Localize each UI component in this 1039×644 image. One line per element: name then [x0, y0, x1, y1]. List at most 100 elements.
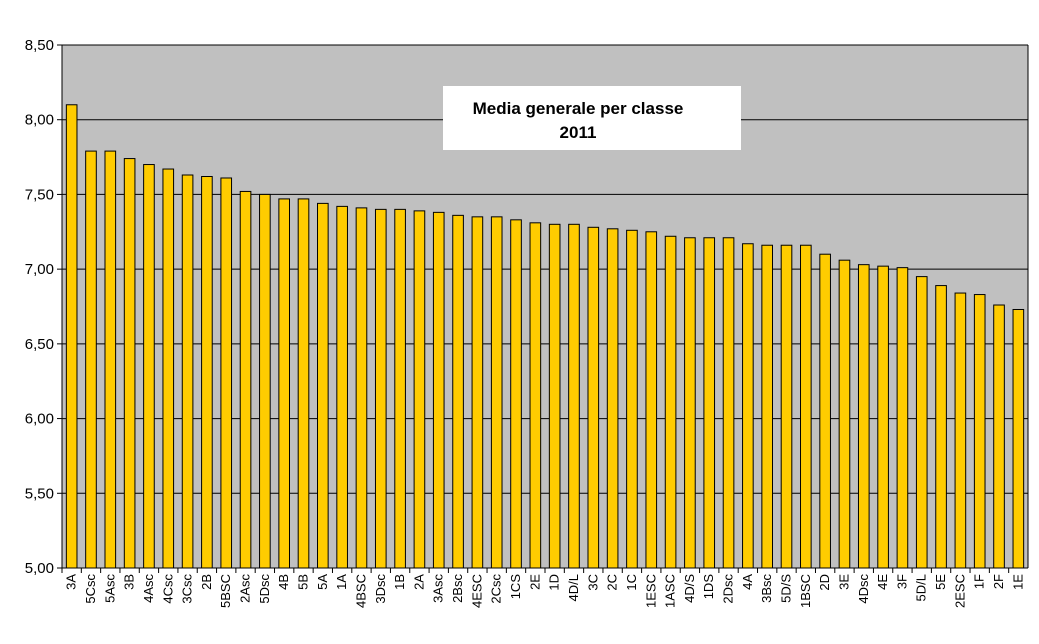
axes — [61, 45, 1029, 569]
x-tick-label: 3A — [64, 574, 79, 590]
bar-1a — [336, 205, 348, 569]
bar-1c — [626, 229, 638, 569]
x-tick-label: 3B — [122, 574, 137, 590]
bar-5bsc — [220, 177, 233, 569]
x-tick-label: 1F — [972, 574, 987, 589]
x-tick-label: 1DS — [701, 574, 716, 600]
bar-2f — [993, 304, 1005, 569]
bar-4csc — [162, 168, 175, 569]
x-tick-label: 2C — [605, 574, 620, 591]
bar-2dsc — [722, 237, 735, 569]
x-tick-label: 2Csc — [489, 574, 504, 604]
y-tick-labels: 5,00 5,50 6,00 6,50 7,00 7,50 8,00 8,50 — [25, 37, 54, 577]
x-tick-label: 1ESC — [643, 574, 658, 608]
chart-subtitle: 2011 — [560, 123, 597, 142]
bar-5dsc — [259, 193, 271, 569]
bar-5e — [935, 285, 947, 569]
x-tick-label: 2B — [199, 574, 214, 590]
x-tick-label: 4ESC — [469, 574, 484, 608]
bar-3c — [587, 226, 600, 569]
bar-3csc — [181, 174, 194, 569]
bar-1d — [548, 223, 561, 569]
y-tick-label: 7,00 — [25, 261, 54, 278]
x-tick-label: 2Dsc — [721, 574, 736, 604]
bar-4bsc — [355, 207, 368, 569]
y-tick-label: 6,50 — [25, 336, 54, 353]
bar-2a — [413, 210, 426, 569]
title-box-background — [443, 86, 741, 150]
x-tick-label: 2ESC — [952, 574, 967, 608]
bar-5d-l — [915, 276, 928, 569]
bar-4dsc — [857, 264, 870, 569]
x-tick-label: 3C — [585, 574, 600, 591]
x-tick-label: 4Dsc — [856, 574, 871, 604]
x-tick-label: 1B — [392, 574, 407, 590]
x-tick-label: 5Dsc — [257, 574, 272, 604]
bar-3b — [123, 158, 136, 569]
y-tick-label: 6,00 — [25, 411, 54, 428]
x-tick-label: 1ASC — [663, 574, 678, 608]
x-tick-label: 3Dsc — [373, 574, 388, 604]
x-tick-label: 4Asc — [141, 574, 156, 603]
x-tick-label: 3E — [836, 574, 851, 590]
y-tick-label: 7,50 — [25, 186, 54, 203]
bar-1b — [394, 208, 406, 569]
x-tick-label: 1CS — [508, 574, 523, 600]
x-tick-label: 1C — [624, 574, 639, 591]
bar-3asc — [432, 211, 445, 569]
bar-1cs — [510, 219, 522, 569]
x-tick-label: 5D/L — [914, 574, 929, 601]
bar-1f — [973, 294, 986, 569]
x-tick-label: 5D/S — [779, 574, 794, 603]
bar-3f — [896, 267, 909, 569]
x-tick-label: 4D/L — [566, 574, 581, 601]
bar-2esc — [954, 292, 967, 569]
bar-3dsc — [374, 208, 387, 569]
y-tick-label: 8,50 — [25, 37, 54, 54]
x-tick-label: 2Asc — [238, 574, 253, 603]
x-tick-label: 5B — [296, 574, 311, 590]
bar-5asc — [104, 150, 117, 569]
bar-4asc — [143, 164, 155, 569]
x-tick-label: 5E — [933, 574, 948, 590]
bar-5csc — [85, 150, 97, 569]
x-tick-label: 5BSC — [218, 574, 233, 608]
x-tick-label: 3Csc — [180, 574, 195, 604]
bar-4d-l — [568, 223, 580, 569]
bar-3e — [838, 259, 851, 569]
x-tick-label: 1D — [547, 574, 562, 591]
chart-title: Media generale per classe — [473, 99, 684, 118]
bar-4d-s — [684, 237, 696, 569]
bar-3bsc — [761, 244, 773, 569]
y-tick-label: 5,50 — [25, 485, 54, 502]
bar-5b — [297, 198, 310, 569]
bar-2c — [606, 228, 619, 569]
bar-1ds — [703, 237, 716, 569]
x-tick-label: 4Csc — [160, 574, 175, 604]
bars — [61, 104, 1025, 573]
x-tick-label: 4A — [740, 574, 755, 590]
bar-2asc — [239, 190, 252, 569]
bar-4e — [877, 265, 889, 569]
bar-1bsc — [800, 244, 812, 569]
x-tick-label: 3Bsc — [759, 574, 774, 603]
x-tick-label: 4D/S — [682, 574, 697, 603]
x-tick-label: 5Asc — [102, 574, 117, 603]
x-tick-label: 4E — [875, 574, 890, 590]
bar-3a — [65, 104, 78, 569]
x-tick-label: 2A — [411, 574, 426, 590]
x-tick-label: 2D — [817, 574, 832, 591]
bar-5a — [317, 202, 329, 569]
x-tick-label: 2Bsc — [450, 574, 465, 603]
chart-title-box: Media generale per classe 2011 — [443, 86, 741, 150]
y-tick-label: 8,00 — [25, 112, 54, 129]
x-tick-label: 4BSC — [353, 574, 368, 608]
bar-4esc — [471, 216, 484, 569]
bar-2d — [819, 253, 831, 569]
x-tick-label: 5Csc — [83, 574, 98, 604]
bar-4a — [742, 243, 754, 569]
bar-2bsc — [452, 214, 464, 569]
x-tick-label: 2F — [991, 574, 1006, 589]
